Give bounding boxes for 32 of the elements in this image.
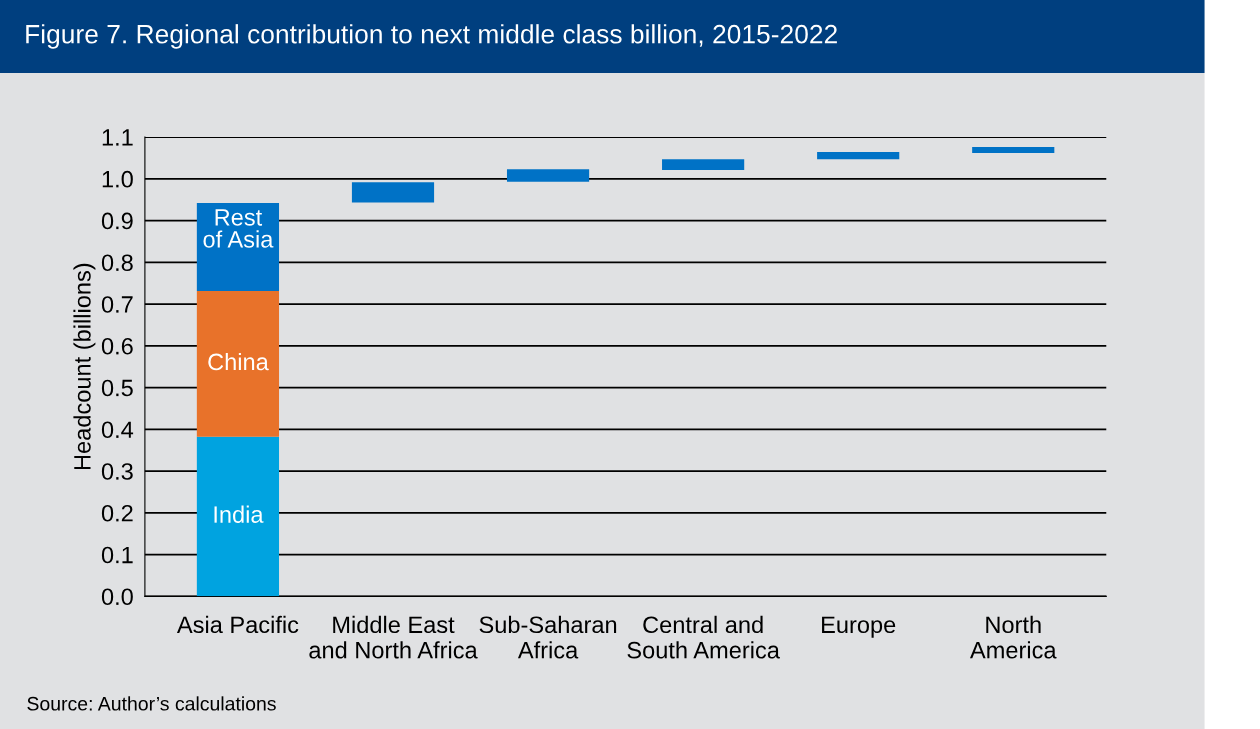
- series-label: India: [214, 505, 264, 523]
- x-tick-label: Sub-Saharan Africa: [479, 615, 617, 659]
- y-tick-label: 0.9: [101, 212, 133, 230]
- series-label: Rest of Asia: [203, 209, 274, 248]
- bar: [972, 147, 1055, 153]
- y-tick-label: 0.1: [101, 546, 133, 564]
- chart-title: Figure 7. Regional contribution to next middle class billion, 2015-2022: [26, 24, 837, 49]
- y-tick-label: 0.3: [101, 463, 133, 480]
- source-note: Source: Author’s calculations: [27, 696, 276, 711]
- y-tick-label: 0.5: [101, 379, 133, 397]
- y-tick-label: 0.2: [101, 504, 133, 522]
- y-tick-label: 0.7: [101, 296, 133, 313]
- y-tick-label: 0.4: [101, 421, 134, 439]
- x-tick-label: Europe: [822, 616, 896, 638]
- bar: [351, 182, 435, 203]
- bar: [662, 159, 745, 171]
- x-tick-label: Central and South America: [627, 615, 780, 659]
- x-tick-label: North America: [970, 615, 1057, 659]
- text: 1.0: [102, 170, 133, 188]
- y-tick-label: 1.1: [102, 129, 133, 146]
- y-tick-label: 0.8: [101, 254, 133, 272]
- y-axis-title: Headcount (billions): [73, 263, 96, 470]
- text: 0.0: [101, 588, 133, 606]
- x-tick-label: Middle East and North Africa: [309, 615, 478, 659]
- bar: [196, 436, 280, 597]
- x-tick-label: Asia Pacific: [176, 615, 299, 634]
- bar: [196, 203, 280, 292]
- bar: [506, 169, 590, 182]
- bar: [817, 152, 900, 160]
- y-tick-label: 0.6: [101, 337, 133, 355]
- bar: [196, 291, 280, 437]
- series-label: China: [208, 352, 269, 371]
